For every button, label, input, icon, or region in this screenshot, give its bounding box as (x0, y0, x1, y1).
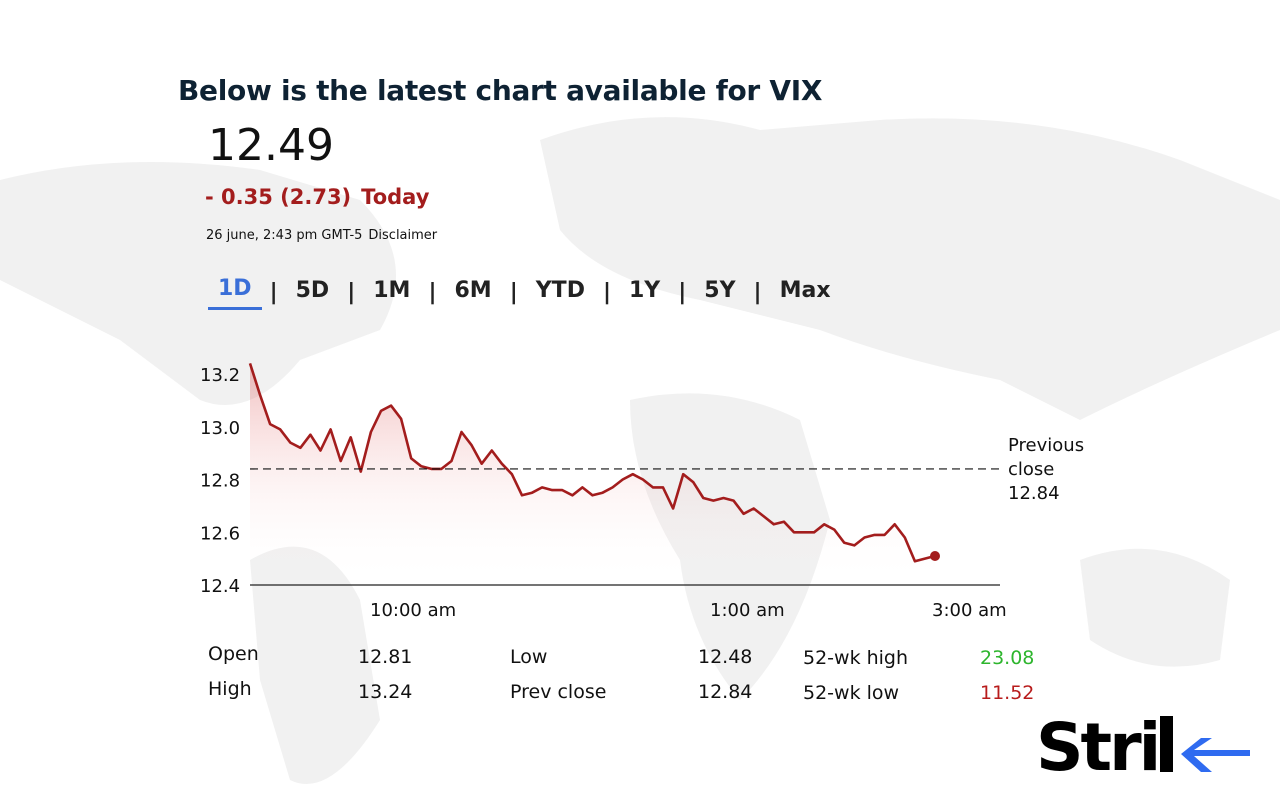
tab-ytd[interactable]: YTD (535, 277, 585, 303)
tab-separator: | (428, 279, 437, 305)
price-chart: 13.2 13.0 12.8 12.6 12.4 Previous close 12.84 10… (200, 363, 1084, 621)
x-tick-label: 10:00 am (370, 600, 456, 621)
price-area-fill (250, 363, 935, 585)
y-tick-label: 12.8 (200, 471, 240, 492)
stat-value-52wk-low: 11.52 (980, 682, 1035, 704)
svg-text:Stri: Stri (1036, 710, 1158, 780)
tab-separator: | (269, 279, 278, 305)
stat-value-high: 13.24 (358, 681, 413, 703)
tab-max[interactable]: Max (779, 277, 831, 303)
price-change: - 0.35 (2.73) Today (205, 185, 439, 209)
tab-1m[interactable]: 1M (373, 277, 411, 303)
tab-separator: | (678, 279, 687, 305)
stat-value-52wk-high: 23.08 (980, 647, 1035, 669)
tab-5y[interactable]: 5Y (704, 277, 736, 303)
y-tick-label: 12.6 (200, 523, 240, 544)
previous-close-label: Previous (1008, 435, 1084, 456)
tab-separator: | (753, 279, 762, 305)
x-tick-label: 3:00 am (932, 600, 1007, 621)
stat-label-prev-close: Prev close (510, 681, 607, 703)
stat-label-52wk-high: 52-wk high (803, 647, 909, 669)
strike-logo: Stri e (1036, 709, 1256, 796)
tab-5d[interactable]: 5D (295, 277, 330, 303)
stat-label-open: Open (208, 643, 259, 665)
change-value: - 0.35 (2.73) (205, 185, 352, 209)
current-price: 12.49 (208, 120, 334, 171)
change-period: Today (361, 185, 430, 209)
timestamp-row: 26 june, 2:43 pm GMT-5 Disclaimer (206, 228, 443, 243)
tab-separator: | (602, 279, 611, 305)
strike-logo-graphic: Stri e (1036, 709, 1250, 786)
page-title: Below is the latest chart available for … (178, 74, 823, 107)
x-tick-label: 1:00 am (710, 600, 785, 621)
disclaimer-link[interactable]: Disclaimer (368, 228, 438, 243)
stat-label-52wk-low: 52-wk low (803, 682, 900, 704)
tab-1y[interactable]: 1Y (629, 277, 661, 303)
range-tabs: 1D | 5D | 1M | 6M | YTD | 1Y | 5Y | Max (208, 274, 841, 310)
stat-label-low: Low (510, 646, 548, 668)
tab-1d[interactable]: 1D (208, 274, 262, 310)
timestamp: 26 june, 2:43 pm GMT-5 (206, 228, 363, 243)
stat-value-open: 12.81 (358, 646, 413, 668)
previous-close-label: 12.84 (1008, 483, 1060, 504)
previous-close-label: close (1008, 459, 1054, 480)
tab-6m[interactable]: 6M (454, 277, 492, 303)
price-line (248, 363, 936, 563)
y-tick-label: 13.0 (200, 418, 240, 439)
stat-label-high: High (208, 678, 252, 700)
last-price-marker (930, 550, 940, 561)
tab-separator: | (347, 279, 356, 305)
tab-separator: | (509, 279, 518, 305)
y-tick-label: 12.4 (200, 576, 240, 597)
stat-value-low: 12.48 (698, 646, 753, 668)
stat-value-prev-close: 12.84 (698, 681, 753, 703)
y-tick-label: 13.2 (200, 365, 240, 386)
